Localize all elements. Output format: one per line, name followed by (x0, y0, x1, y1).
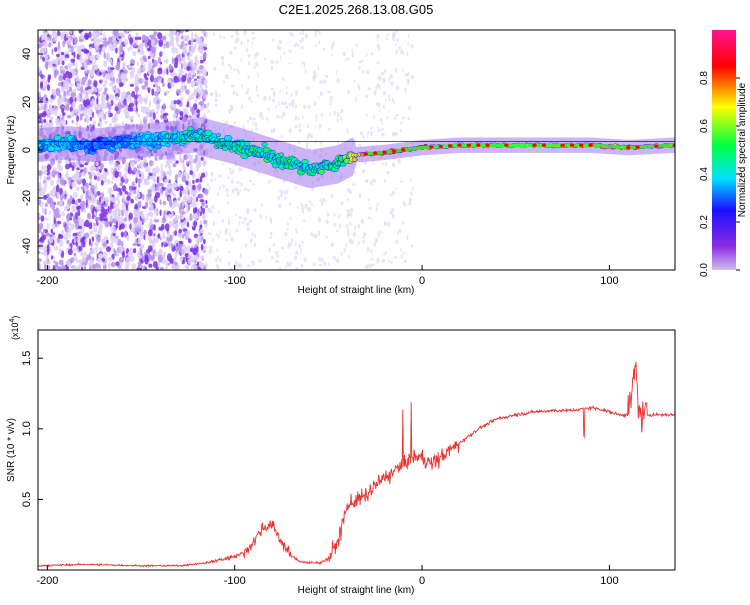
colorbar-tick-label: 0.0 (699, 263, 710, 277)
spectrogram-signal (38, 116, 675, 189)
colorbar-tick-label: 0.2 (699, 215, 710, 229)
snr-x-axis-label: Height of straight line (km) (298, 585, 415, 596)
spectrogram-y-tick-label: 40 (21, 48, 33, 60)
snr-y-axis-label: SNR (10 * v/v) (6, 418, 17, 482)
spectrogram-y-tick-label: 0 (21, 147, 33, 153)
spectrogram-y-tick-label: -40 (21, 238, 33, 254)
spectrogram-x-axis-label: Height of straight line (km) (298, 285, 415, 296)
snr-y-tick-label: 0.5 (21, 492, 33, 507)
snr-frame (37, 329, 676, 571)
snr-x-tick-label: -200 (36, 575, 58, 587)
spectrogram-x-ticks: -200 -100 0 100 (36, 265, 619, 287)
snr-y-ticks: 0.5 1.0 1.5 (21, 351, 43, 507)
snr-y-scale-label: (x104) (9, 316, 20, 340)
chart-title: C2E1.2025.268.13.08.G05 (279, 2, 434, 17)
snr-x-tick-label: -100 (224, 575, 246, 587)
colorbar-tick-label: 0.8 (699, 71, 710, 85)
snr-x-ticks: -200 -100 0 100 (36, 565, 619, 587)
colorbar: 0.0 0.2 0.4 0.6 0.8 Normalized spectral ampl… (699, 30, 748, 277)
spectrogram-y-tick-label: -20 (21, 190, 33, 206)
snr-y-tick-label: 1.5 (21, 351, 33, 366)
snr-panel: -200 -100 0 100 0.5 1.0 1.5 Height of straigh… (6, 316, 676, 596)
snr-series-line (38, 361, 675, 568)
colorbar-label: Normalized spectral amplitude (737, 82, 748, 217)
snr-x-tick-label: 100 (600, 575, 618, 587)
snr-y-tick-label: 1.0 (21, 421, 33, 436)
colorbar-ticks: 0.0 0.2 0.4 0.6 0.8 (699, 71, 740, 277)
snr-x-tick-label: 0 (419, 575, 425, 587)
spectrogram-x-tick-label: -200 (36, 275, 58, 287)
colorbar-tick-label: 0.4 (699, 167, 710, 181)
spectrogram-y-tick-label: 20 (21, 96, 33, 108)
spectrogram-x-tick-label: 0 (419, 275, 425, 287)
spectrogram-x-tick-label: 100 (600, 275, 618, 287)
colorbar-tick-label: 0.6 (699, 119, 710, 133)
spectrogram-x-tick-label: -100 (224, 275, 246, 287)
spectrogram-y-ticks: -40 -20 0 20 40 (21, 48, 43, 254)
colorbar-gradient (712, 30, 736, 270)
spectrogram-y-axis-label: Frequency (Hz) (6, 116, 17, 185)
